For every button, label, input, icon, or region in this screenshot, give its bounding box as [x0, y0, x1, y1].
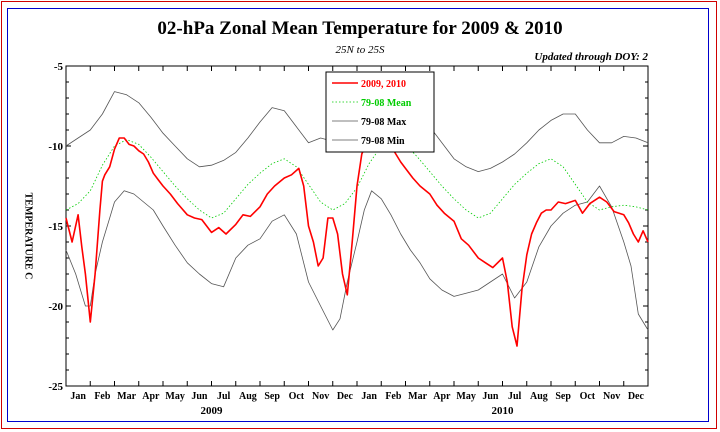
x-tick-label: Dec [628, 391, 645, 402]
x-tick-label: Feb [385, 391, 402, 402]
legend: 2009, 2010 79-08 Mean 79-08 Max 79-08 Min [325, 71, 435, 153]
year-label: 2010 [492, 405, 515, 417]
y-tick-label: -5 [54, 61, 64, 73]
x-tick-label: Apr [142, 391, 160, 402]
x-tick-label: Jan [70, 391, 86, 402]
series-line-4 [65, 185, 649, 331]
x-tick-label: Nov [603, 391, 620, 402]
chart-title: 02-hPa Zonal Mean Temperature for 2009 &… [157, 18, 563, 39]
x-tick-label: Feb [94, 391, 111, 402]
x-tick-label: Apr [433, 391, 451, 402]
axes: -5 -10 -15 -20 -25 Jan Feb Mar Apr May Jun Jul Aug Se… [48, 61, 649, 417]
x-tick-label: Jul [508, 391, 522, 402]
legend-label: 79-08 Max [361, 117, 406, 128]
legend-label: 79-08 Min [361, 136, 405, 147]
x-tick-label: Mar [408, 391, 427, 402]
x-tick-label: Oct [289, 391, 305, 402]
chart-subtitle: 25N to 25S [335, 44, 385, 56]
x-tick-label: Aug [239, 391, 257, 402]
series-line-1 [65, 129, 649, 347]
legend-label: 79-08 Mean [361, 98, 412, 109]
x-tick-label: May [456, 391, 475, 402]
x-tick-label: Nov [312, 391, 329, 402]
x-tick-label: Jan [361, 391, 377, 402]
y-tick-label: -25 [48, 381, 63, 393]
x-tick-label: Dec [337, 391, 354, 402]
year-label: 2009 [201, 405, 224, 417]
x-tick-label: Mar [117, 391, 136, 402]
updated-note: Updated through DOY: 2 [534, 51, 648, 63]
x-tick-label: Jul [217, 391, 231, 402]
x-tick-label: Aug [530, 391, 548, 402]
x-tick-label: May [165, 391, 184, 402]
legend-label: 2009, 2010 [361, 79, 406, 90]
x-tick-label: Jun [191, 391, 208, 402]
inner-frame [7, 8, 709, 422]
legend-box [325, 71, 435, 153]
y-tick-label: -15 [48, 221, 63, 233]
x-tick-label: Sep [264, 391, 280, 402]
y-tick-label: -20 [48, 301, 63, 313]
x-tick-label: Oct [580, 391, 596, 402]
y-tick-label: -10 [48, 141, 63, 153]
x-tick-label: Jun [482, 391, 499, 402]
x-tick-label: Sep [555, 391, 571, 402]
